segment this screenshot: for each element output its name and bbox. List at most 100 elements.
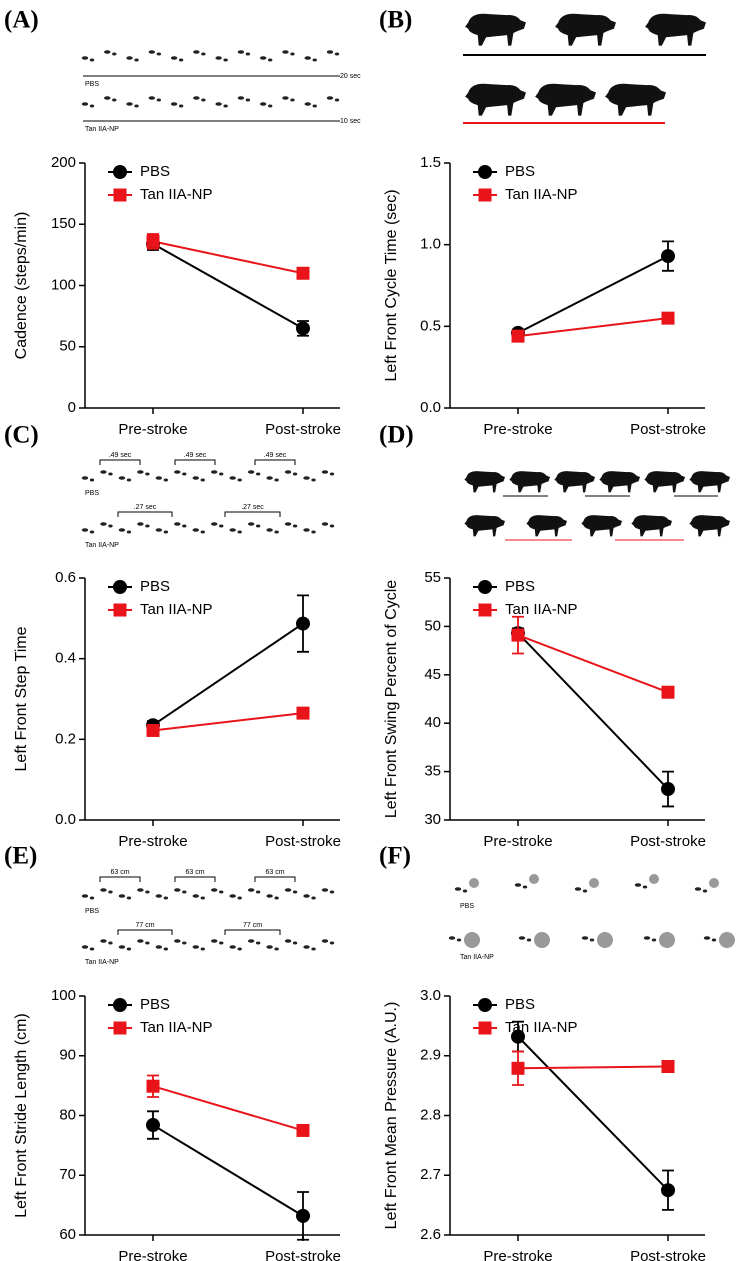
legend-marker (113, 603, 127, 617)
footprint (163, 478, 169, 482)
y-tick-label: 55 (424, 569, 441, 586)
pig-body (465, 13, 526, 46)
y-tick-label: 0.4 (55, 650, 76, 667)
y-tick-label: 0.0 (55, 811, 76, 828)
illustration-label: PBS (460, 903, 474, 910)
footprint (223, 58, 228, 62)
footprint (100, 522, 107, 526)
footprint (201, 52, 206, 56)
footprint (304, 56, 311, 60)
footprint (522, 885, 528, 889)
y-tick-label: 0.0 (420, 399, 441, 416)
point (296, 616, 310, 631)
footprint (211, 522, 218, 526)
footprint (311, 530, 316, 534)
footprint (651, 938, 657, 942)
pig-body (464, 471, 505, 493)
x-tick-label: Post-stroke (265, 421, 341, 438)
illustration-label: 63 cm (110, 869, 129, 876)
footprint (145, 941, 150, 945)
x-tick-label: Post-stroke (630, 833, 706, 850)
footprint (163, 947, 169, 951)
footprint (245, 98, 251, 102)
footprint (247, 888, 255, 892)
x-tick-label: Pre-stroke (118, 1248, 187, 1261)
pig-silhouette (464, 515, 505, 537)
illustration-label: 77 cm (135, 922, 154, 929)
footprint (193, 96, 200, 100)
footprint (282, 50, 289, 54)
series-line (152, 242, 304, 330)
footprint (518, 936, 526, 940)
footprint (89, 58, 95, 62)
footprint (215, 56, 222, 60)
legend-label: PBS (140, 163, 170, 180)
footprint (126, 56, 133, 60)
pig-body (464, 515, 505, 537)
footprint (292, 472, 298, 476)
footprint (321, 888, 329, 892)
footprint (247, 522, 255, 526)
pressure-spot (659, 932, 675, 948)
footprint (89, 530, 95, 534)
pig-silhouette (689, 515, 730, 537)
legend-marker (113, 580, 127, 594)
footprint (321, 522, 329, 526)
y-tick-label: 100 (51, 276, 76, 293)
bracket (174, 459, 216, 465)
footprint (290, 52, 295, 56)
bracket (174, 876, 216, 882)
footprint (145, 524, 150, 528)
pressure-spot (597, 932, 613, 948)
footprint (312, 104, 317, 108)
footprint (237, 947, 242, 951)
footprint (237, 530, 242, 534)
pig-silhouette (465, 13, 526, 46)
y-tick-label: 60 (59, 1226, 76, 1243)
y-tick-label: 40 (424, 714, 441, 731)
series-line (152, 1085, 304, 1132)
footprint (126, 530, 132, 534)
footprint (192, 894, 199, 898)
footprint (284, 522, 292, 526)
footprint (303, 894, 310, 898)
footprint (219, 524, 224, 528)
footprint (81, 56, 89, 60)
footprint (201, 98, 206, 102)
footprint (148, 96, 156, 100)
illustration-label: 20 sec (340, 73, 361, 80)
y-tick-label: 0.5 (420, 317, 441, 334)
point (511, 329, 525, 343)
y-tick-label: 2.8 (420, 1106, 441, 1123)
footprint (237, 896, 242, 900)
footprint (148, 50, 156, 54)
illustration-label: .49 sec (109, 452, 132, 459)
legend-label: PBS (505, 578, 535, 595)
footprint (284, 939, 292, 943)
footprint (219, 890, 224, 894)
series-line (152, 240, 304, 275)
panel-label: (D) (379, 422, 414, 449)
footprint (237, 478, 242, 482)
y-tick-label: 2.7 (420, 1166, 441, 1183)
illustration-label: Tan IIA-NP (85, 959, 119, 966)
footprint (137, 888, 144, 892)
footprint (126, 478, 132, 482)
bracket (224, 929, 281, 935)
footprint (292, 890, 298, 894)
footprint (454, 887, 462, 891)
footprint (589, 938, 595, 942)
y-tick-label: 0.2 (55, 730, 76, 747)
footprint (266, 894, 273, 898)
footprint (303, 945, 310, 949)
point (661, 782, 675, 797)
bracket (117, 929, 173, 935)
panel-label: (C) (4, 422, 39, 449)
footprint (108, 472, 113, 476)
pig-silhouette (599, 471, 640, 493)
legend-label: Tan IIA-NP (505, 1019, 578, 1036)
footprint (182, 524, 187, 528)
footprint (247, 939, 255, 943)
footprint (255, 472, 261, 476)
legend-marker (478, 603, 492, 617)
